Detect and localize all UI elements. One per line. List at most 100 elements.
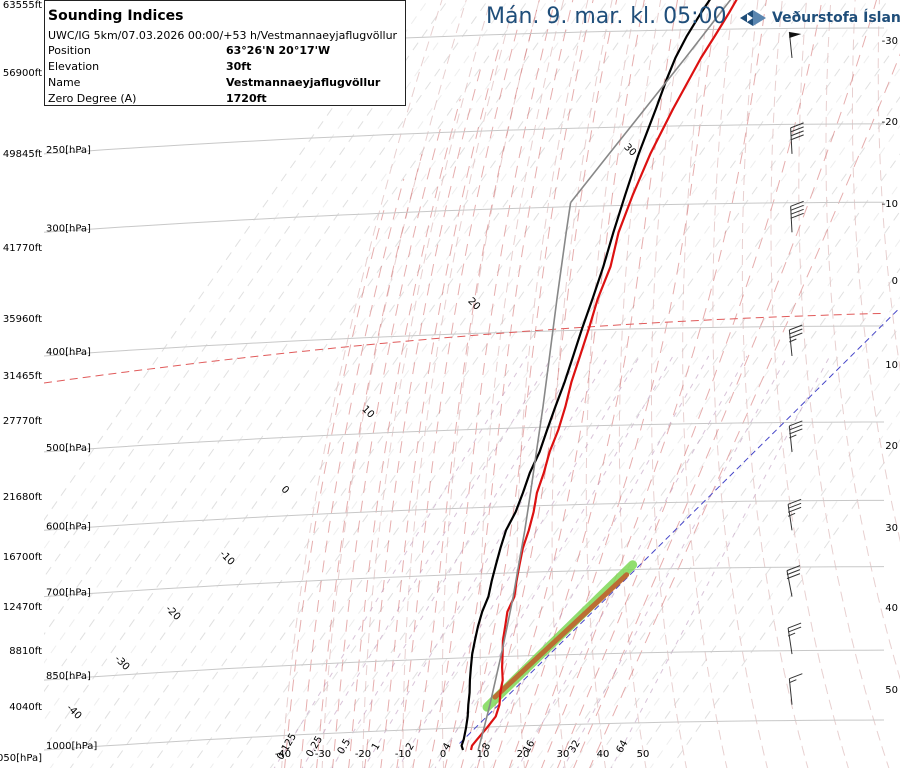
moist-adiabat-line: [396, 12, 523, 768]
sounding-info-panel: Sounding Indices UWC/IG 5km/07.03.2026 0…: [44, 0, 406, 106]
wind-barbs: [786, 31, 804, 705]
pressure-level-line: [44, 566, 885, 598]
barb-full-tick: [786, 565, 801, 572]
moist-adiabat-line: [380, 46, 500, 768]
moist-adiabat-line: [412, 0, 540, 768]
pressure-tick-label: 700[hPa]: [46, 588, 91, 599]
pressure-tick-label: 300[hPa]: [46, 223, 91, 234]
mixing-ratio-lines: [273, 355, 831, 768]
moist-adiabat-line: [332, 127, 442, 768]
isotherm-line: [589, 324, 900, 768]
dry-adiabat-line: [712, 0, 768, 768]
right-temperature-label: 40: [885, 603, 898, 614]
isotherm-line: [329, 0, 869, 768]
lcl-band: [482, 560, 638, 712]
right-temperature-label: 30: [885, 523, 898, 534]
dry-adiabat-line: [321, 0, 467, 768]
moist-adiabat-line: [540, 0, 767, 768]
parcel-line: [477, 202, 572, 751]
wind-barb: [788, 324, 803, 357]
barb-staff: [786, 570, 793, 597]
mixing-ratio-label: 8: [481, 741, 494, 752]
barb-half-tick: [787, 632, 796, 637]
altitude-tick-label: 56900ft: [3, 68, 42, 79]
barb-full-tick: [787, 506, 802, 513]
info-title: Sounding Indices: [48, 8, 184, 24]
barb-full-tick: [790, 212, 804, 219]
right-temperature-label: 50: [885, 685, 898, 696]
barb-staff: [787, 504, 793, 531]
mixing-ratio-line: [562, 355, 788, 768]
barb-full-tick: [790, 208, 804, 215]
pressure-tick-label: 600[hPa]: [46, 521, 91, 532]
isotherm-line: [289, 0, 829, 768]
isotherm-line: [189, 0, 729, 768]
pressure-tick-label: 250[hPa]: [46, 145, 91, 156]
isotherm-line: [44, 0, 429, 550]
pressure-tick-label: 1000[hPa]: [46, 741, 97, 752]
mixing-ratio-line: [517, 355, 748, 768]
pressure-level-line: [44, 421, 884, 453]
isotherm-line: [249, 0, 789, 768]
isotherm-line: [629, 381, 900, 768]
isotherm-line: [44, 0, 449, 579]
moist-adiabat-line: [300, 178, 405, 768]
isotherm-line: [349, 0, 889, 768]
isotherm-line: [209, 0, 749, 768]
isotherm-line: [549, 267, 900, 768]
barb-full-tick: [787, 622, 802, 629]
temperature-tick-label: 30: [557, 749, 570, 760]
mixing-ratio-line: [610, 355, 831, 768]
moist-adiabat-line: [316, 153, 423, 768]
pressure-tick-label: 400[hPa]: [46, 347, 91, 358]
temperature-tick-label: 50: [637, 749, 650, 760]
barb-full-tick: [787, 498, 802, 505]
temperature-tick-label: 20: [517, 749, 530, 760]
pressure-level-line: [44, 649, 885, 681]
barb-full-tick: [789, 428, 803, 435]
dry-adiabat-line: [825, 0, 900, 680]
isotherm-line: [469, 153, 900, 768]
pressure-level-line: [44, 201, 884, 233]
isotherm-line: [44, 0, 549, 721]
info-label: Elevation: [48, 60, 100, 73]
barb-staff: [787, 627, 793, 655]
moist-adiabat-line: [589, 53, 900, 768]
dry-adiabat-line: [402, 0, 516, 768]
dry-adiabat-line: [585, 0, 637, 768]
altitude-tick-label: 16700ft: [3, 552, 42, 563]
moist-adiabat-line: [428, 0, 556, 768]
isotherm-line: [269, 0, 809, 768]
barb-full-tick: [790, 134, 804, 141]
barb-full-tick: [790, 200, 804, 207]
isotherm-line: [429, 96, 900, 768]
isotherm-label: -20: [163, 604, 182, 623]
moist-adiabat-line: [444, 0, 574, 768]
wind-barb: [787, 498, 802, 531]
barb-full-tick: [789, 420, 803, 427]
isotherm-line: [169, 0, 709, 768]
dry-adiabat-line: [651, 0, 687, 768]
isotherm-line: [44, 0, 569, 750]
temperature-tick-label: 40: [597, 749, 610, 760]
right-temperature-label: 20: [885, 441, 898, 452]
isotherm-label: 0: [279, 484, 291, 496]
right-temperature-label: -20: [882, 117, 898, 128]
mixing-ratio-label: 0.5: [336, 737, 353, 756]
wind-barb: [790, 122, 804, 154]
isotherm-line: [389, 39, 900, 768]
info-label: Position: [48, 44, 91, 57]
temperature-tick-label: 0: [440, 749, 446, 760]
dry-adiabat-line: [551, 0, 613, 768]
altitude-tick-label: 8810ft: [9, 646, 42, 657]
isotherm-label: 10: [359, 404, 376, 421]
mixing-ratio-label: 1: [370, 741, 383, 752]
barb-full-tick: [787, 626, 802, 633]
moist-adiabat-line: [364, 68, 482, 768]
pressure-level-line: [44, 325, 884, 357]
isotherm-line: [529, 239, 900, 768]
mixing-ratio-line: [301, 355, 553, 768]
wind-barb: [786, 565, 801, 597]
